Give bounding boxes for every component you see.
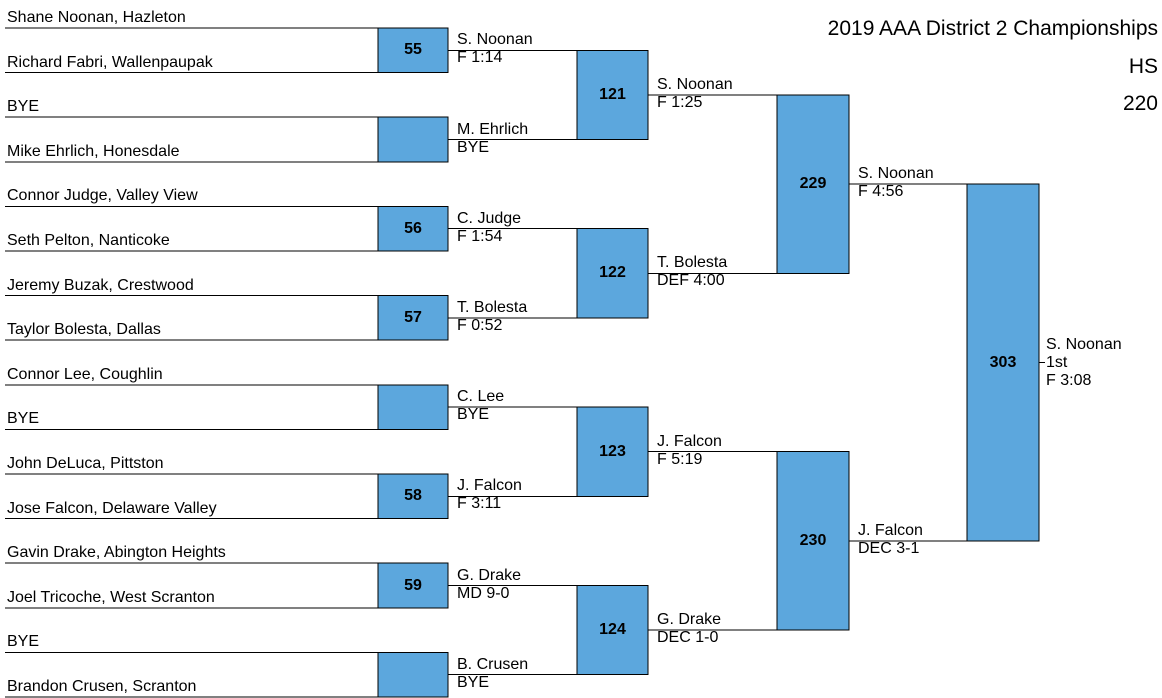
bout-box (377, 205, 449, 252)
final-bout-box (966, 183, 1040, 542)
winner-name: J. Falcon (858, 521, 923, 539)
final-bout-number: 303 (989, 353, 1017, 371)
page-subtitle-class: HS (1128, 55, 1158, 78)
winner-name: C. Judge (457, 209, 522, 227)
winner-name: C. Lee (457, 388, 505, 406)
entrant-name: John DeLuca, Pittston (7, 455, 164, 472)
entrant-name: Jeremy Buzak, Crestwood (7, 276, 194, 294)
winner-name: B. Crusen (457, 655, 529, 673)
entrant-name: Gavin Drake, Abington Heights (7, 544, 226, 562)
champion-place: 1st (1046, 353, 1068, 371)
entrant-name: Jose Falcon, Delaware Valley (7, 499, 217, 517)
entrant-name: Joel Tricoche, West Scranton (7, 588, 215, 606)
bout-number: 230 (799, 531, 827, 549)
winner-name: T. Bolesta (657, 254, 728, 272)
bout-box (377, 562, 449, 609)
winner-name: G. Drake (457, 566, 522, 584)
entrant-name: Taylor Bolesta, Dallas (7, 321, 161, 339)
champion-name: S. Noonan (1046, 335, 1122, 353)
final-result: F 3:08 (1046, 371, 1092, 389)
bout-result: BYE (457, 406, 490, 424)
bout-box (576, 49, 649, 140)
bout-number: 122 (599, 264, 626, 282)
bout-number: 59 (404, 576, 422, 594)
entrant-name: BYE (7, 410, 40, 428)
bout-box (377, 295, 449, 341)
entrant-name: BYE (7, 98, 40, 116)
bout-result: F 0:52 (457, 316, 503, 334)
entrant-name: Richard Fabri, Wallenpaupak (7, 53, 213, 71)
winner-name: J. Falcon (657, 432, 722, 450)
page-title: 2019 AAA District 2 Championships (827, 17, 1158, 40)
bout-result: BYE (457, 138, 490, 156)
entrant-name: Brandon Crusen, Scranton (7, 678, 197, 695)
bout-result: MD 9-0 (457, 584, 510, 602)
bout-number: 56 (404, 219, 422, 237)
bout-number: 121 (599, 85, 626, 103)
bout-number: 124 (599, 621, 626, 639)
bout-result: DEC 1-0 (657, 629, 719, 647)
bout-box (377, 384, 449, 430)
bout-number: 123 (599, 442, 626, 460)
bout-result: F 5:19 (657, 450, 703, 468)
bout-box (377, 651, 449, 698)
entrant-name: Shane Noonan, Hazleton (7, 9, 186, 26)
bout-number: 57 (404, 308, 422, 326)
bout-number: 229 (799, 175, 827, 193)
winner-name: S. Noonan (457, 31, 533, 49)
entrant-name: Connor Judge, Valley View (7, 187, 198, 205)
entrant-name: Mike Ehrlich, Honesdale (7, 142, 180, 160)
bout-box (377, 473, 449, 520)
bout-box (576, 406, 649, 497)
winner-name: J. Falcon (457, 477, 522, 495)
entrant-name: Connor Lee, Coughlin (7, 365, 163, 383)
bout-result: DEF 4:00 (657, 272, 725, 290)
bout-result: F 1:54 (457, 227, 503, 245)
winner-name: S. Noonan (858, 165, 934, 183)
winner-name: G. Drake (657, 611, 722, 629)
bout-result: F 3:11 (457, 495, 502, 513)
bout-box (377, 116, 449, 163)
bout-box (576, 228, 649, 319)
page-subtitle-weight: 220 (1122, 92, 1158, 115)
bout-box (776, 451, 850, 631)
winner-name: S. Noonan (657, 75, 733, 93)
bout-result: F 1:14 (457, 49, 503, 67)
bout-number: 55 (404, 41, 422, 59)
bout-result: F 1:25 (657, 93, 703, 111)
bout-number: 58 (404, 487, 422, 505)
entrant-name: BYE (7, 633, 40, 651)
winner-name: M. Ehrlich (457, 120, 529, 138)
bout-result: DEC 3-1 (858, 539, 920, 557)
bout-result: BYE (457, 673, 490, 691)
bout-result: F 4:56 (858, 183, 904, 201)
bout-box (377, 27, 449, 74)
bout-box (576, 585, 649, 676)
winner-name: T. Bolesta (457, 298, 528, 316)
entrant-name: Seth Pelton, Nanticoke (7, 232, 170, 249)
